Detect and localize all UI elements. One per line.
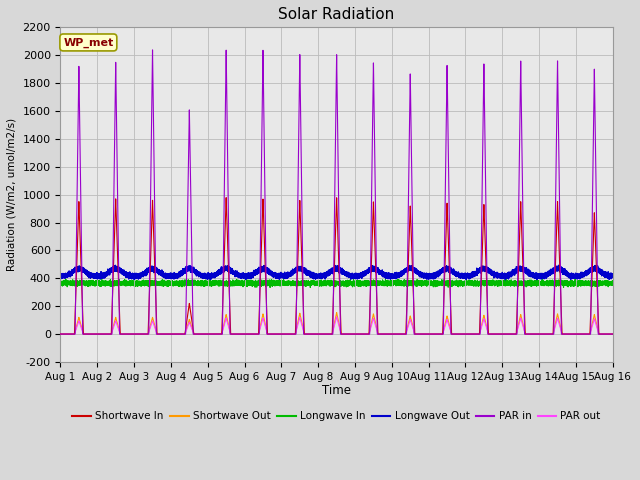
Legend: Shortwave In, Shortwave Out, Longwave In, Longwave Out, PAR in, PAR out: Shortwave In, Shortwave Out, Longwave In… xyxy=(68,408,605,426)
Title: Solar Radiation: Solar Radiation xyxy=(278,7,395,22)
Text: WP_met: WP_met xyxy=(63,37,113,48)
Y-axis label: Radiation (W/m2, umol/m2/s): Radiation (W/m2, umol/m2/s) xyxy=(7,118,17,271)
X-axis label: Time: Time xyxy=(322,384,351,397)
